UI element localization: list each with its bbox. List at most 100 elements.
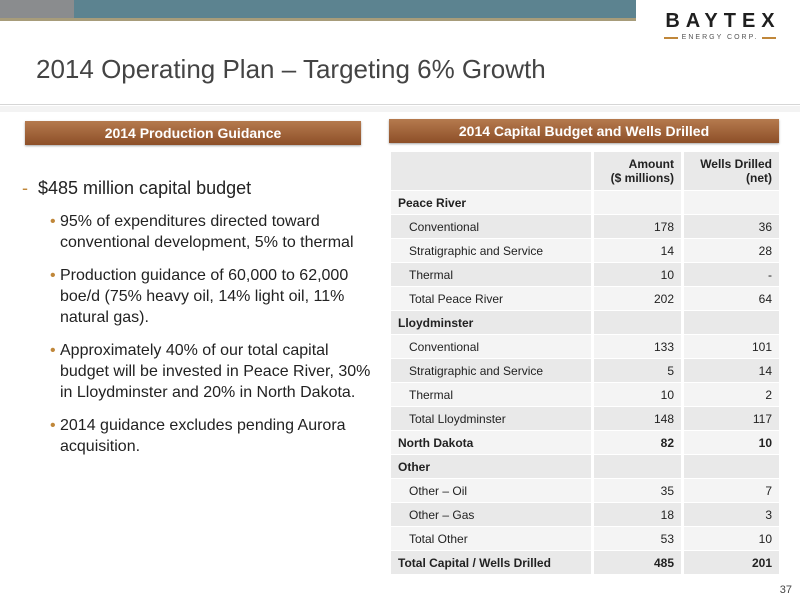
row-amount: 178: [592, 214, 684, 239]
table-row: Other: [391, 454, 779, 479]
row-amount: 10: [592, 382, 684, 407]
row-wells: 3: [682, 502, 779, 527]
sub-bullet-text: 95% of expenditures directed toward conv…: [60, 213, 354, 251]
table-row: Stratigraphic and Service 5 14: [391, 358, 779, 383]
row-amount: 202: [592, 286, 684, 311]
row-label: Thermal: [391, 262, 594, 287]
table-row-subtotal: Total Peace River 202 64: [391, 286, 779, 311]
top-bar-blue: [74, 0, 636, 18]
row-amount: 18: [592, 502, 684, 527]
row-label: Total Other: [391, 526, 594, 551]
table-row: Thermal 10 -: [391, 262, 779, 287]
logo-wordmark: BAYTEX: [665, 10, 781, 32]
page-number: 37: [779, 584, 792, 596]
row-label: Total Capital / Wells Drilled: [391, 550, 594, 575]
row-amount: [592, 310, 684, 335]
row-amount: 10: [592, 262, 684, 287]
header-amount-line2: ($ millions): [610, 171, 674, 185]
table-row: North Dakota 82 10: [391, 430, 779, 455]
sub-bullet: • 2014 guidance excludes pending Aurora …: [22, 415, 372, 457]
row-wells: 101: [682, 334, 779, 359]
table-header-row: Amount ($ millions) Wells Drilled (net): [391, 152, 779, 191]
row-label: Stratigraphic and Service: [391, 358, 594, 383]
main-bullet-text: $485 million capital budget: [38, 178, 252, 198]
table-row-subtotal: Total Lloydminster 148 117: [391, 406, 779, 431]
dot-bullet-icon: •: [50, 342, 56, 359]
row-amount: [592, 190, 684, 215]
row-wells: 201: [682, 550, 779, 575]
guidance-bullets: - $485 million capital budget • 95% of e…: [22, 178, 372, 469]
sub-bullet-text: 2014 guidance excludes pending Aurora ac…: [60, 417, 346, 455]
header-wells-line2: (net): [746, 171, 772, 185]
header-wells-line1: Wells Drilled: [700, 157, 772, 171]
row-wells: 64: [682, 286, 779, 311]
dot-bullet-icon: •: [50, 213, 56, 230]
table-row-grand-total: Total Capital / Wells Drilled 485 201: [391, 550, 779, 575]
top-bar-accent: [0, 18, 636, 21]
company-logo: BAYTEX ENERGY CORP.: [640, 10, 800, 50]
logo-subline: ENERGY CORP.: [640, 34, 800, 41]
table-row-subtotal: Total Other 53 10: [391, 526, 779, 551]
logo-subtext: ENERGY CORP.: [681, 34, 759, 41]
row-wells: 10: [682, 430, 779, 455]
header-wells-cell: Wells Drilled (net): [682, 152, 779, 191]
row-amount: 35: [592, 478, 684, 503]
row-amount: 133: [592, 334, 684, 359]
slide-title: 2014 Operating Plan – Targeting 6% Growt…: [36, 54, 546, 84]
table-row: Stratigraphic and Service 14 28: [391, 238, 779, 263]
header-label-cell: [391, 152, 594, 191]
row-wells: 28: [682, 238, 779, 263]
table-row: Lloydminster: [391, 310, 779, 335]
row-amount: 82: [592, 430, 684, 455]
logo-rule-left: [663, 36, 678, 39]
row-label: Thermal: [391, 382, 594, 407]
row-amount: 53: [592, 526, 684, 551]
header-amount-line1: Amount: [628, 157, 674, 171]
row-label: Other: [391, 454, 594, 479]
row-label: North Dakota: [391, 430, 594, 455]
dot-bullet-icon: •: [50, 267, 56, 284]
title-divider-shadow: [0, 106, 800, 112]
row-label: Other – Oil: [391, 478, 594, 503]
table-row: Other – Gas 18 3: [391, 502, 779, 527]
row-label: Conventional: [391, 334, 594, 359]
sub-bullet: • Production guidance of 60,000 to 62,00…: [22, 265, 372, 328]
logo-rule-right: [762, 36, 777, 39]
dash-bullet-icon: -: [22, 178, 28, 198]
row-wells: 36: [682, 214, 779, 239]
row-amount: 485: [592, 550, 684, 575]
capital-budget-table: Amount ($ millions) Wells Drilled (net) …: [391, 152, 779, 575]
row-label: Other – Gas: [391, 502, 594, 527]
row-wells: -: [682, 262, 779, 287]
row-wells: [682, 310, 779, 335]
main-bullet: - $485 million capital budget: [22, 178, 372, 199]
header-amount-cell: Amount ($ millions): [592, 152, 684, 191]
row-wells: 2: [682, 382, 779, 407]
row-amount: [592, 454, 684, 479]
row-label: Lloydminster: [391, 310, 594, 335]
table-row: Thermal 10 2: [391, 382, 779, 407]
table-row: Peace River: [391, 190, 779, 215]
row-wells: [682, 454, 779, 479]
dot-bullet-icon: •: [50, 417, 56, 434]
row-wells: 117: [682, 406, 779, 431]
row-amount: 148: [592, 406, 684, 431]
row-label: Total Peace River: [391, 286, 594, 311]
row-amount: 14: [592, 238, 684, 263]
row-wells: 7: [682, 478, 779, 503]
sub-bullet: • 95% of expenditures directed toward co…: [22, 211, 372, 253]
row-wells: 14: [682, 358, 779, 383]
row-label: Conventional: [391, 214, 594, 239]
capital-budget-header: 2014 Capital Budget and Wells Drilled: [389, 119, 779, 143]
row-wells: 10: [682, 526, 779, 551]
row-label: Total Lloydminster: [391, 406, 594, 431]
row-amount: 5: [592, 358, 684, 383]
table-row: Conventional 133 101: [391, 334, 779, 359]
sub-bullet-text: Approximately 40% of our total capital b…: [60, 342, 371, 401]
table-row: Conventional 178 36: [391, 214, 779, 239]
title-divider: [0, 104, 800, 105]
sub-bullet: • Approximately 40% of our total capital…: [22, 340, 372, 403]
production-guidance-header: 2014 Production Guidance: [25, 121, 361, 145]
row-wells: [682, 190, 779, 215]
row-label: Peace River: [391, 190, 594, 215]
